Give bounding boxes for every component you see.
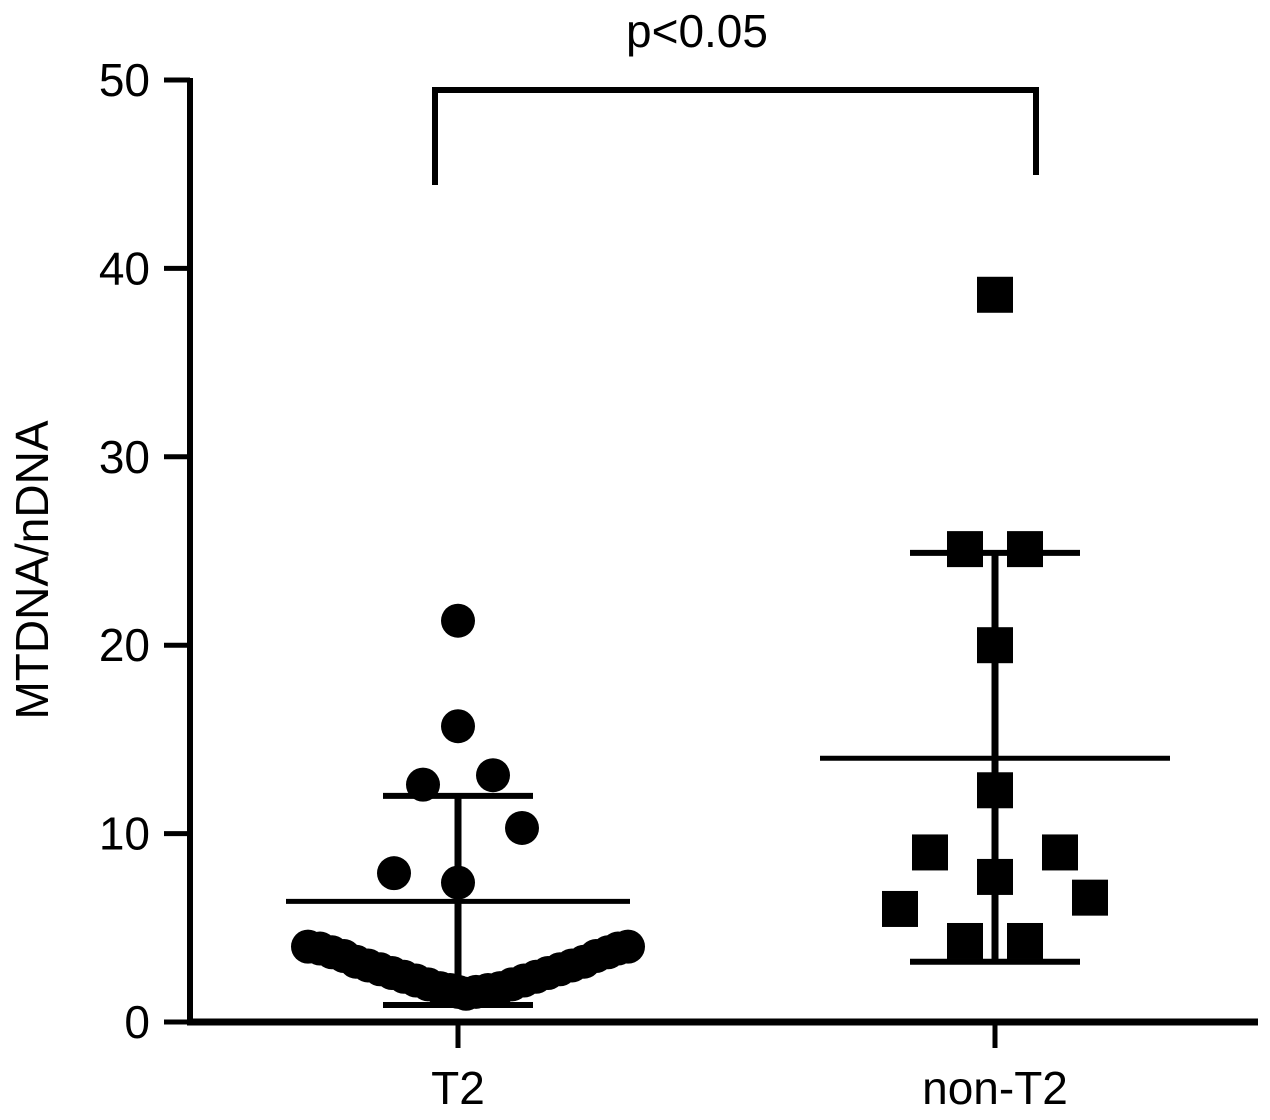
y-tick-label: 30 [99, 431, 150, 483]
y-tick-label: 40 [99, 242, 150, 294]
data-point-circle [441, 709, 475, 744]
y-axis-label: MTDNA/nDNA [6, 420, 58, 719]
data-point-square [977, 772, 1013, 809]
y-tick-label: 50 [99, 54, 150, 106]
data-point-circle [476, 758, 510, 793]
data-point-square [1007, 531, 1043, 568]
data-point-square [912, 834, 948, 871]
y-tick-label: 0 [124, 996, 150, 1048]
data-point-square [1042, 834, 1078, 871]
y-axis-ticks: 0 10 20 30 40 50 [99, 54, 190, 1048]
data-point-square [947, 922, 983, 959]
data-point-square [977, 627, 1013, 664]
data-point-square [947, 531, 983, 568]
data-point-square [1007, 922, 1043, 959]
x-tick-label: non-T2 [922, 1062, 1068, 1114]
data-points [291, 276, 1108, 1011]
data-point-square [977, 276, 1013, 313]
data-point-square [1072, 879, 1108, 916]
data-point-circle [406, 767, 440, 802]
x-tick-label: T2 [431, 1062, 485, 1114]
data-point-circle [611, 929, 645, 964]
x-axis-ticks: T2 non-T2 [431, 1022, 1068, 1114]
data-point-circle [441, 865, 475, 900]
axes [187, 78, 1258, 1026]
data-point-circle [377, 856, 411, 891]
data-point-square [882, 890, 918, 927]
significance-bracket [432, 87, 1039, 185]
data-point-circle [441, 603, 475, 638]
y-tick-label: 20 [99, 619, 150, 671]
y-tick-label: 10 [99, 808, 150, 860]
data-point-circle [505, 810, 539, 845]
significance-annotation: p<0.05 [626, 5, 768, 57]
data-point-square [977, 858, 1013, 895]
